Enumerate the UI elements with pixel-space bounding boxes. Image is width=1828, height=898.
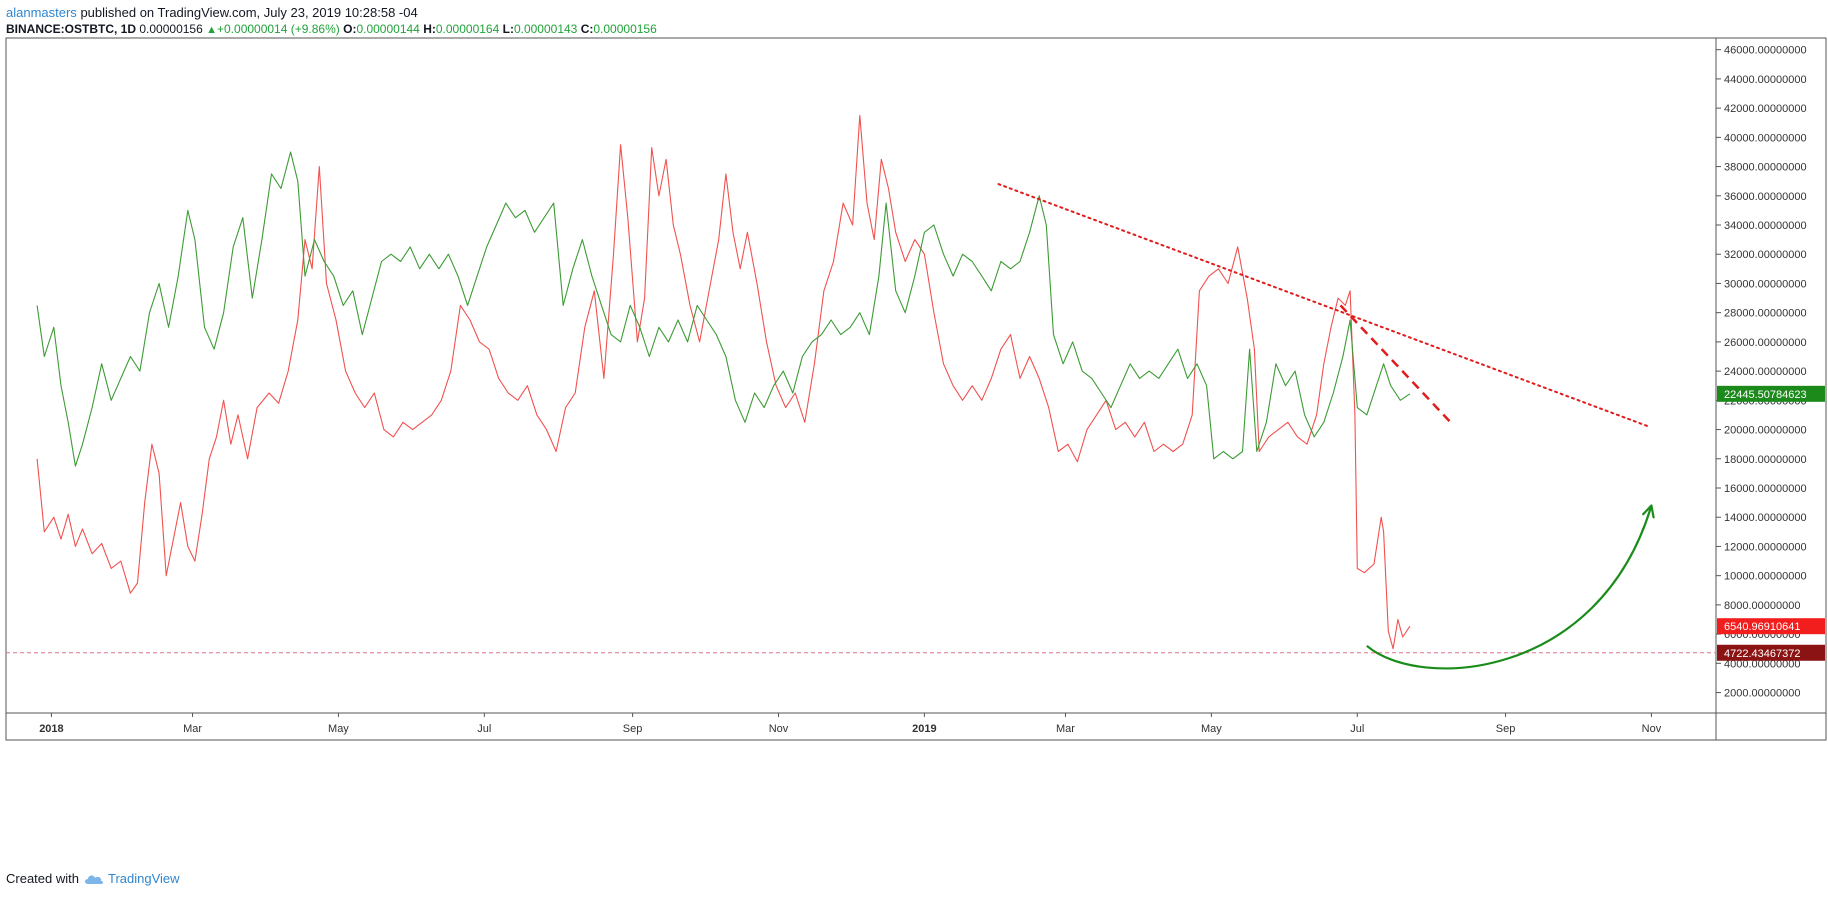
footer: Created with TradingView <box>6 871 180 886</box>
author-link[interactable]: alanmasters <box>6 5 77 20</box>
up-arrow-icon: ▲ <box>206 24 217 36</box>
x-tick-label: Sep <box>623 723 643 735</box>
published-text: published on TradingView.com, July 23, 2… <box>80 5 418 20</box>
y-tick-label: 18000.00000000 <box>1724 454 1807 466</box>
symbol-line: BINANCE:OSTBTC, 1D 0.00000156 ▲+0.000000… <box>6 21 657 39</box>
dashed-trendline <box>1339 304 1452 424</box>
x-tick-label: Mar <box>183 723 202 735</box>
y-tick-label: 38000.00000000 <box>1724 162 1807 174</box>
y-tick-label: 20000.00000000 <box>1724 425 1807 437</box>
y-tick-label: 30000.00000000 <box>1724 278 1807 290</box>
y-tick-label: 34000.00000000 <box>1724 220 1807 232</box>
x-tick-label: Sep <box>1496 723 1516 735</box>
price-tag <box>1717 644 1825 661</box>
high-label: H: <box>423 22 436 36</box>
green-price-line <box>36 151 1411 467</box>
y-tick-label: 28000.00000000 <box>1724 308 1807 320</box>
x-tick-label: Jul <box>477 723 491 735</box>
x-tick-label: May <box>328 723 349 735</box>
y-tick-label: 14000.00000000 <box>1724 512 1807 524</box>
y-tick-label: 42000.00000000 <box>1724 103 1807 115</box>
dotted-trendline <box>997 183 1651 428</box>
x-tick-label: 2018 <box>39 723 63 735</box>
x-tick-label: Nov <box>1642 723 1662 735</box>
price-tag-label: 6540.96910641 <box>1724 621 1800 633</box>
axis-corner <box>1715 712 1827 741</box>
tradingview-cloud-icon <box>84 875 103 884</box>
low-value: 0.00000143 <box>513 22 578 36</box>
open-label: O: <box>343 22 357 36</box>
price-tag <box>1717 618 1825 635</box>
y-tick-label: 36000.00000000 <box>1724 191 1807 203</box>
y-tick-label: 26000.00000000 <box>1724 337 1807 349</box>
x-tick-label: May <box>1201 723 1222 735</box>
low-label: L: <box>502 22 514 36</box>
y-tick-label: 12000.00000000 <box>1724 541 1807 553</box>
price-change: +0.00000014 (+9.86%) <box>217 22 340 36</box>
y-tick-label: 40000.00000000 <box>1724 132 1807 144</box>
high-value: 0.00000164 <box>435 22 500 36</box>
last-price: 0.00000156 <box>139 22 203 36</box>
price-tag-label: 4722.43467372 <box>1724 648 1800 660</box>
tradingview-link[interactable]: TradingView <box>108 871 180 886</box>
y-tick-label: 32000.00000000 <box>1724 249 1807 261</box>
x-tick-label: Nov <box>769 723 789 735</box>
publish-line: alanmasters published on TradingView.com… <box>6 4 657 21</box>
arrow-head-icon <box>1642 504 1655 519</box>
y-tick-label: 4000.00000000 <box>1724 658 1800 670</box>
x-tick-label: 2019 <box>912 723 936 735</box>
y-tick-label: 44000.00000000 <box>1724 74 1807 86</box>
created-with-text: Created with <box>6 871 79 886</box>
price-tag-label: 22445.50784623 <box>1724 389 1807 401</box>
plot-frame <box>5 37 1717 714</box>
time-axis-frame <box>5 712 1717 741</box>
price-tag <box>1717 385 1825 402</box>
open-value: 0.00000144 <box>356 22 420 36</box>
y-tick-label: 46000.00000000 <box>1724 45 1807 57</box>
red-price-line <box>36 114 1411 650</box>
symbol-label: BINANCE:OSTBTC, 1D <box>6 22 137 36</box>
y-tick-label: 24000.00000000 <box>1724 366 1807 378</box>
x-tick-label: Jul <box>1350 723 1364 735</box>
chart-header: alanmasters published on TradingView.com… <box>6 4 657 39</box>
close-value: 0.00000156 <box>593 22 657 36</box>
curved-arrow <box>1366 505 1653 670</box>
x-tick-label: Mar <box>1056 723 1075 735</box>
close-label: C: <box>580 22 594 36</box>
y-tick-label: 16000.00000000 <box>1724 483 1807 495</box>
y-tick-label: 10000.00000000 <box>1724 571 1807 583</box>
y-tick-label: 8000.00000000 <box>1724 600 1800 612</box>
y-tick-label: 2000.00000000 <box>1724 688 1800 700</box>
